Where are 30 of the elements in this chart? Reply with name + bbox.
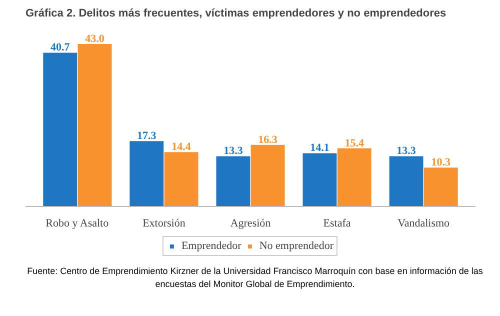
x-tick-label: Vandalismo: [398, 218, 450, 230]
data-label: 14.1: [310, 142, 330, 154]
bar: [389, 156, 424, 206]
data-label: 10.3: [431, 156, 452, 169]
legend-label: No emprendedor: [259, 240, 334, 252]
data-label: 43.0: [85, 33, 105, 45]
bar: [78, 44, 112, 206]
bar: [302, 153, 337, 206]
bar: [43, 52, 78, 206]
bar: [130, 141, 164, 206]
data-label: 15.4: [344, 137, 364, 150]
x-tick-label: Robo y Asalto: [46, 218, 110, 230]
data-label: 13.3: [396, 145, 416, 158]
data-label: 17.3: [137, 130, 157, 142]
text: encuestas del Monitor Global de Emprendimiento.: [155, 279, 355, 289]
bar: [216, 156, 250, 206]
data-label: 40.7: [50, 42, 70, 54]
data-label: 14.4: [172, 141, 192, 154]
source-note: Fuente: Centro de Emprendimiento Kirzner de la Universidad Francisco Marroquín con base en información de las: [27, 266, 483, 276]
x-tick-label: Agresión: [230, 218, 272, 230]
bar: [164, 152, 198, 206]
bar: [424, 168, 458, 206]
x-tick-label: Extorsión: [142, 218, 186, 230]
bar: [250, 144, 285, 206]
bar: [337, 148, 372, 206]
data-label: 13.3: [224, 145, 244, 158]
data-label: 16.3: [258, 134, 278, 146]
chart-title: Gráfica 2. Delitos más frecuentes, víctimas emprendedores y no emprendedores: [26, 8, 446, 20]
x-tick-label: Estafa: [323, 218, 351, 230]
legend-label: Emprendedor: [181, 240, 242, 252]
